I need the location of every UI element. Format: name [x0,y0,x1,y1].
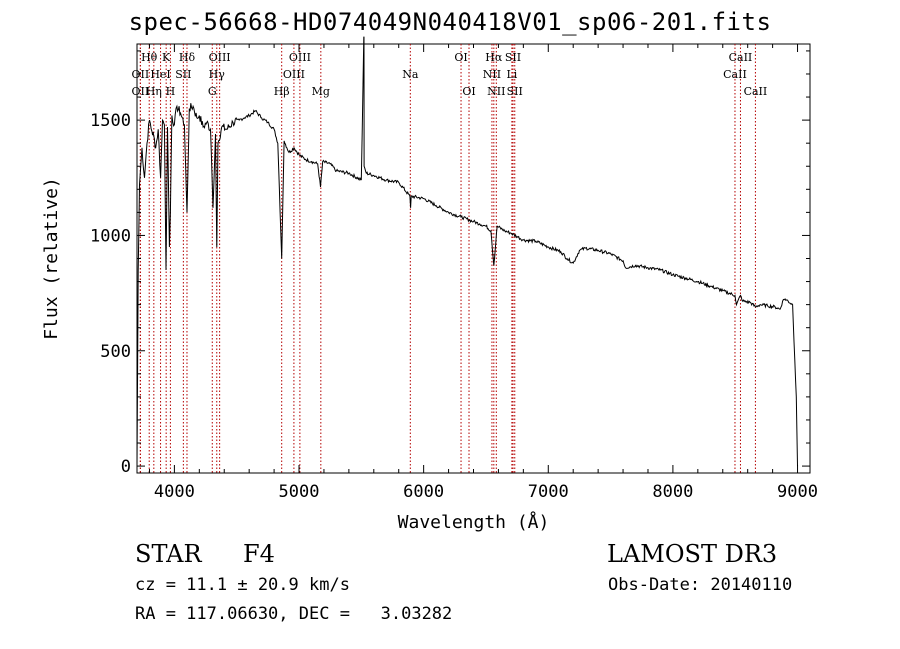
redshift-cz: cz = 11.1 ± 20.9 km/s [135,575,350,595]
line-label-8: H [166,85,176,98]
y-tick-label-0: 0 [121,457,131,477]
line-label-19: Hα [485,51,503,64]
x-tick-label-2: 6000 [403,482,444,502]
line-label-22: Li [506,68,517,81]
line-label-6: Hδ [179,51,196,64]
line-label-27: CaII [744,85,768,98]
line-label-4: HeI [150,68,170,81]
line-label-12: Hβ [274,85,290,98]
line-label-10: Hγ [209,68,226,81]
line-label-20: SII [505,51,521,64]
object-subclass: F4 [243,540,275,568]
line-label-25: CaII [729,51,753,64]
x-tick-label-4: 8000 [652,482,693,502]
spectral-line-markers [139,44,756,473]
x-tick-label-0: 4000 [154,482,195,502]
object-class: STAR [135,540,202,568]
line-label-14: OIII [283,68,305,81]
spectral-line-labels: Hθ OII OII K HeI Hη Hδ SII H OIII Hγ G Hβ OIII OIII Mg N… [132,51,768,98]
line-label-18: OI [462,85,475,98]
line-label-26: CaII [723,68,747,81]
x-tick-label-5: 9000 [777,482,818,502]
line-label-5: Hη [146,85,162,98]
line-label-9: OIII [209,51,231,64]
spectrum-line [136,36,798,467]
line-label-24: SII [507,85,523,98]
y-tick-label-2: 1000 [90,226,131,246]
line-label-1: OII [132,68,150,81]
coordinates: RA = 117.06630, DEC = 3.03282 [135,604,453,624]
line-label-15: Mg [312,85,330,98]
x-tick-label-1: 5000 [279,482,320,502]
line-label-3: K [162,51,171,64]
line-label-23: NII [487,85,505,98]
plot-frame [136,43,811,474]
x-tick-label-3: 7000 [528,482,569,502]
line-label-21: NII [483,68,501,81]
y-tick-label-1: 500 [100,342,131,362]
line-label-11: G [208,85,217,98]
x-axis-label: Wavelength (Å) [398,511,550,533]
line-label-13: OIII [289,51,311,64]
line-label-17: OI [454,51,467,64]
chart-title: spec-56668-HD074049N040418V01_sp06-201.f… [128,8,772,36]
observation-date: Obs-Date: 20140110 [608,575,793,595]
y-axis-label: Flux (relative) [41,177,62,340]
axis-ticks: 4000 5000 6000 7000 8000 9000 0 500 1000 1500 [90,44,818,502]
line-label-7: SII [175,68,191,81]
y-tick-label-3: 1500 [90,111,131,131]
line-label-0: Hθ [141,51,158,64]
survey-name: LAMOST DR3 [607,540,778,568]
line-label-2: OII [132,85,150,98]
line-label-16: Na [402,68,419,81]
